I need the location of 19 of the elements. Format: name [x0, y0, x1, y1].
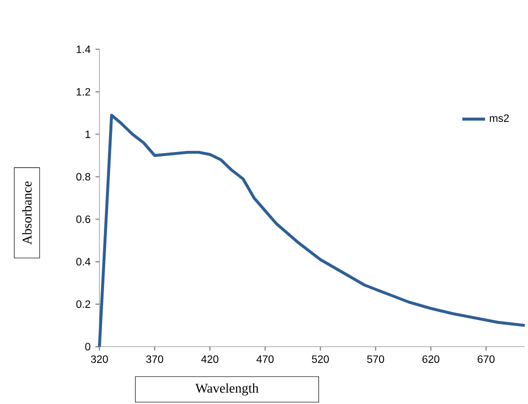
y-tick-label: 0.6	[76, 215, 90, 224]
x-tick-label: 420	[201, 355, 218, 363]
x-tick-label: 570	[367, 355, 384, 363]
x-tick-label: 370	[146, 355, 164, 363]
x-tick-label: 520	[312, 355, 329, 363]
x-axis-title: Wavelength	[195, 383, 259, 396]
y-tick-label: 0.2	[76, 300, 90, 308]
legend-label: ms2	[490, 114, 509, 122]
y-tick-label: 0.8	[76, 172, 90, 181]
x-tick-label: 620	[422, 355, 440, 363]
x-tick-label: 470	[256, 355, 274, 363]
y-tick-label: 0	[85, 342, 90, 350]
y-tick-label: 1.2	[76, 88, 90, 96]
y-axis-title: Absorbance	[22, 181, 32, 245]
y-tick-label: 1.4	[76, 46, 90, 53]
y-tick-label: 1	[86, 130, 90, 138]
y-tick-label: 0.4	[76, 258, 90, 266]
x-tick-label: 320	[90, 355, 108, 363]
x-tick-label: 670	[478, 355, 495, 363]
